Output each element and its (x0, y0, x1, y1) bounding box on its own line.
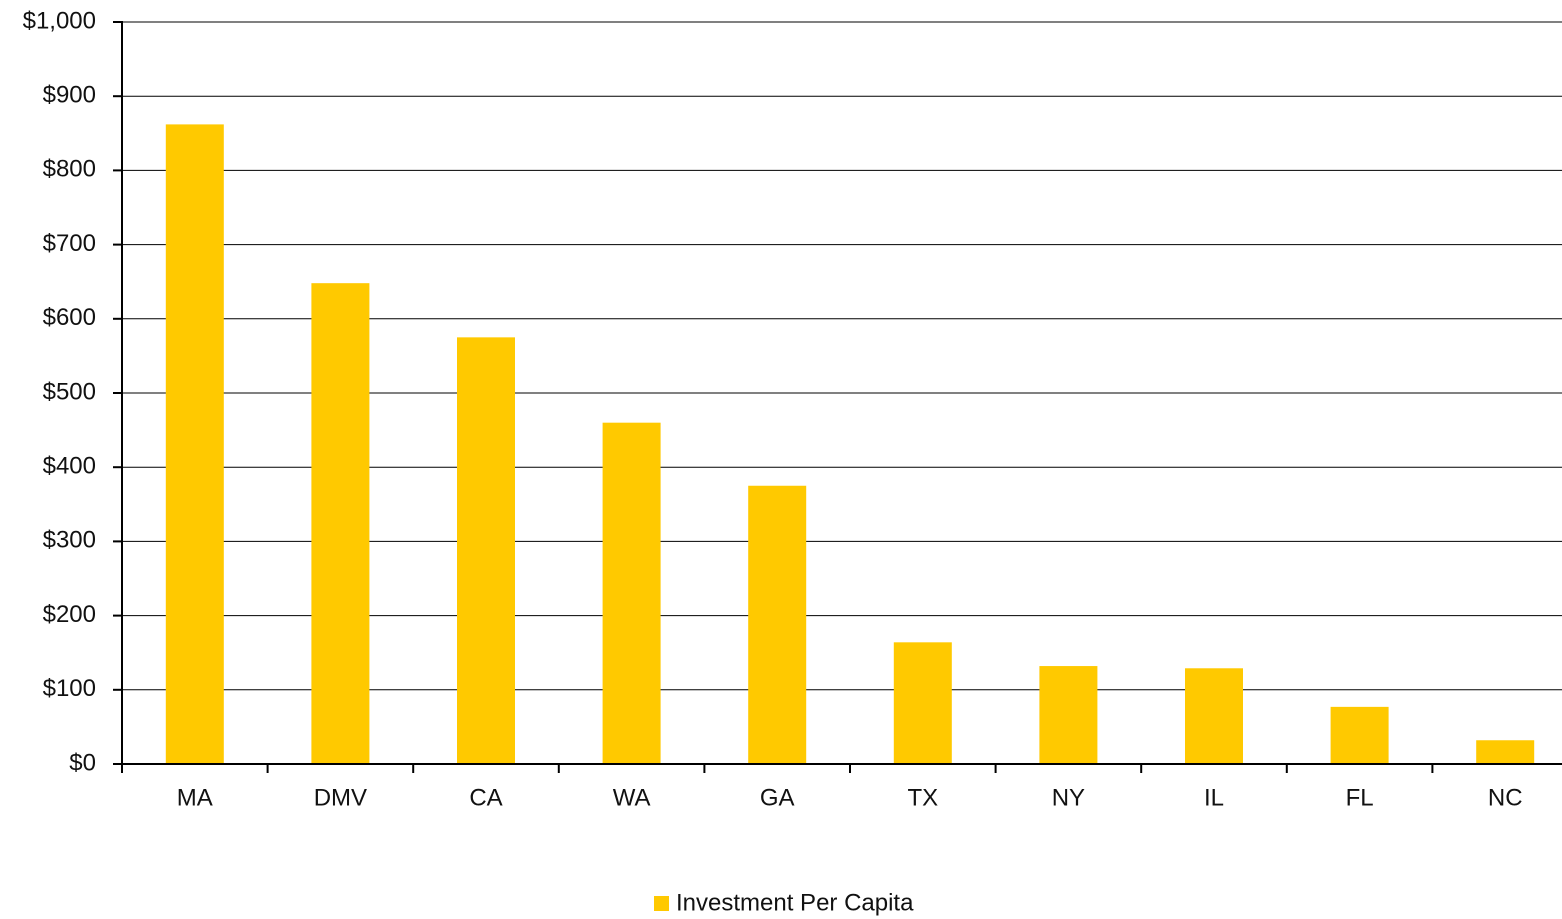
legend-swatch (654, 896, 669, 911)
bar (165, 124, 224, 764)
bar (1185, 668, 1243, 764)
x-tick-label: IL (1204, 784, 1224, 811)
x-tick-label: WA (613, 784, 651, 811)
bar (457, 337, 515, 764)
x-tick-label: NC (1488, 784, 1523, 811)
legend-label: Investment Per Capita (676, 889, 914, 916)
y-tick-label: $900 (43, 82, 96, 109)
bar (311, 283, 370, 764)
y-tick-label: $300 (43, 527, 96, 554)
y-tick-label: $400 (43, 453, 96, 480)
y-tick-label: $100 (43, 675, 96, 702)
bar (1476, 740, 1535, 764)
bar (602, 422, 661, 764)
x-tick-label: TX (907, 784, 938, 811)
bar (748, 485, 807, 764)
y-tick-label: $700 (43, 230, 96, 257)
x-tick-label: MA (177, 784, 213, 811)
x-tick-label: CA (469, 784, 502, 811)
y-tick-label: $200 (43, 601, 96, 628)
x-tick-label: FL (1346, 784, 1374, 811)
bar (1330, 706, 1389, 764)
y-tick-label: $1,000 (23, 7, 96, 34)
y-tick-label: $0 (69, 749, 96, 776)
y-tick-label: $600 (43, 304, 96, 331)
x-tick-label: NY (1052, 784, 1085, 811)
y-tick-label: $500 (43, 378, 96, 405)
y-tick-label: $800 (43, 156, 96, 183)
x-tick-label: GA (760, 784, 795, 811)
x-tick-label: DMV (314, 784, 367, 811)
bar (893, 642, 952, 764)
bar (1039, 666, 1098, 764)
